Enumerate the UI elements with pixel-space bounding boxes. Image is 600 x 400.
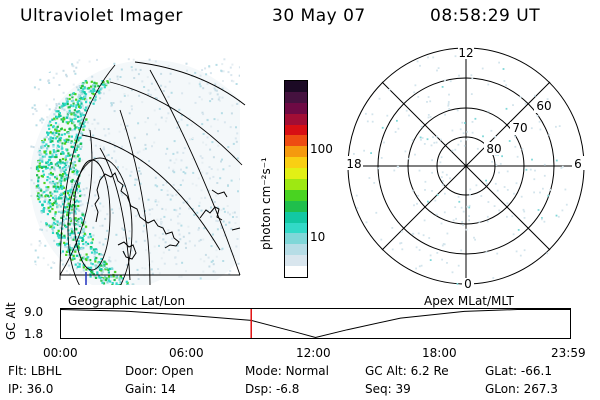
colorbar-swatch bbox=[285, 135, 307, 147]
geographic-map-panel[interactable] bbox=[0, 40, 270, 285]
info-field-seq: Seq: 39 bbox=[365, 382, 411, 396]
colorbar-tick-100: 100 bbox=[310, 142, 333, 156]
polar-emission bbox=[353, 55, 586, 285]
info-value: 14 bbox=[160, 382, 176, 396]
info-value: Open bbox=[161, 364, 194, 378]
info-label: Dsp: bbox=[245, 382, 276, 396]
lat-lon-grid bbox=[59, 61, 246, 285]
info-value: 6.2 Re bbox=[410, 364, 449, 378]
timeline-xtick-4: 23:59 bbox=[551, 346, 586, 360]
timeline-frame bbox=[60, 308, 571, 339]
info-field-dsp: Dsp: -6.8 bbox=[245, 382, 299, 396]
info-label: Seq: bbox=[365, 382, 396, 396]
app-title: Ultraviolet Imager bbox=[20, 6, 183, 26]
info-value: -66.1 bbox=[520, 364, 552, 378]
colorbar-swatch bbox=[285, 255, 307, 267]
info-value: Normal bbox=[285, 364, 329, 378]
orbit-timeline[interactable] bbox=[60, 308, 572, 340]
colorbar-tick-10: 10 bbox=[310, 230, 326, 244]
colorbar bbox=[284, 80, 308, 278]
time-label: 08:58:29 UT bbox=[430, 6, 541, 26]
colorbar-swatch bbox=[285, 113, 307, 125]
info-value: 36.0 bbox=[26, 382, 54, 396]
info-label: GLat: bbox=[485, 364, 521, 378]
mlat-label-60: 60 bbox=[536, 99, 551, 113]
timeline-ytick-top: 9.0 bbox=[24, 305, 44, 319]
left-panel-caption: Geographic Lat/Lon bbox=[68, 294, 186, 308]
timeline-xtick-1: 06:00 bbox=[169, 346, 204, 360]
mlt-label-6: 6 bbox=[574, 157, 582, 171]
colorbar-swatch bbox=[285, 81, 307, 92]
info-field-gcalt: GC Alt: 6.2 Re bbox=[365, 364, 449, 378]
info-label: GLon: bbox=[485, 382, 524, 396]
info-label: Door: bbox=[125, 364, 162, 378]
info-value: -6.8 bbox=[275, 382, 300, 396]
timeline-ytick-bottom: 1.8 bbox=[24, 327, 44, 341]
info-field-glon: GLon: 267.3 bbox=[485, 382, 558, 396]
colorbar-swatch bbox=[285, 146, 307, 158]
colorbar-swatch bbox=[285, 233, 307, 245]
polar-mlt-plot[interactable]: 12 18 6 0 60 70 80 bbox=[340, 44, 590, 294]
info-label: GC Alt: bbox=[365, 364, 411, 378]
colorbar-swatch bbox=[285, 157, 307, 169]
colorbar-swatch bbox=[285, 244, 307, 256]
colorbar-swatch bbox=[285, 91, 307, 103]
timeline-xtick-3: 18:00 bbox=[422, 346, 457, 360]
info-field-glat: GLat: -66.1 bbox=[485, 364, 552, 378]
colorbar-swatch bbox=[285, 222, 307, 234]
coastline bbox=[94, 172, 241, 260]
colorbar-swatch bbox=[285, 266, 307, 278]
right-panel-caption: Apex MLat/MLT bbox=[424, 294, 514, 308]
mlt-label-18: 18 bbox=[346, 157, 361, 171]
info-label: Mode: bbox=[245, 364, 286, 378]
colorbar-swatch bbox=[285, 200, 307, 212]
polar-grid bbox=[347, 47, 585, 285]
info-field-gain: Gain: 14 bbox=[125, 382, 176, 396]
info-value: LBHL bbox=[30, 364, 62, 378]
info-label: IP: bbox=[8, 382, 27, 396]
colorbar-swatch bbox=[285, 124, 307, 136]
colorbar-swatch bbox=[285, 168, 307, 180]
info-field-ip: IP: 36.0 bbox=[8, 382, 53, 396]
mlt-label-12: 12 bbox=[458, 46, 473, 60]
colorbar-swatch bbox=[285, 179, 307, 190]
info-field-mode: Mode: Normal bbox=[245, 364, 329, 378]
mlat-label-80: 80 bbox=[486, 142, 501, 156]
colorbar-gradient bbox=[285, 81, 307, 278]
info-value: 267.3 bbox=[523, 382, 558, 396]
colorbar-swatch bbox=[285, 211, 307, 223]
timeline-xtick-0: 00:00 bbox=[43, 346, 78, 360]
info-value: 39 bbox=[395, 382, 411, 396]
altitude-curve bbox=[60, 309, 571, 339]
info-label: Gain: bbox=[125, 382, 161, 396]
info-field-flt: Flt: LBHL bbox=[8, 364, 61, 378]
mlat-label-70: 70 bbox=[512, 121, 527, 135]
info-label: Flt: bbox=[8, 364, 31, 378]
mlt-label-0: 0 bbox=[464, 277, 472, 291]
timeline-xtick-2: 12:00 bbox=[296, 346, 331, 360]
date-label: 30 May 07 bbox=[272, 6, 366, 26]
auroral-emission-band bbox=[35, 80, 135, 285]
info-field-door: Door: Open bbox=[125, 364, 194, 378]
colorbar-swatch bbox=[285, 189, 307, 201]
colorbar-swatch bbox=[285, 102, 307, 114]
